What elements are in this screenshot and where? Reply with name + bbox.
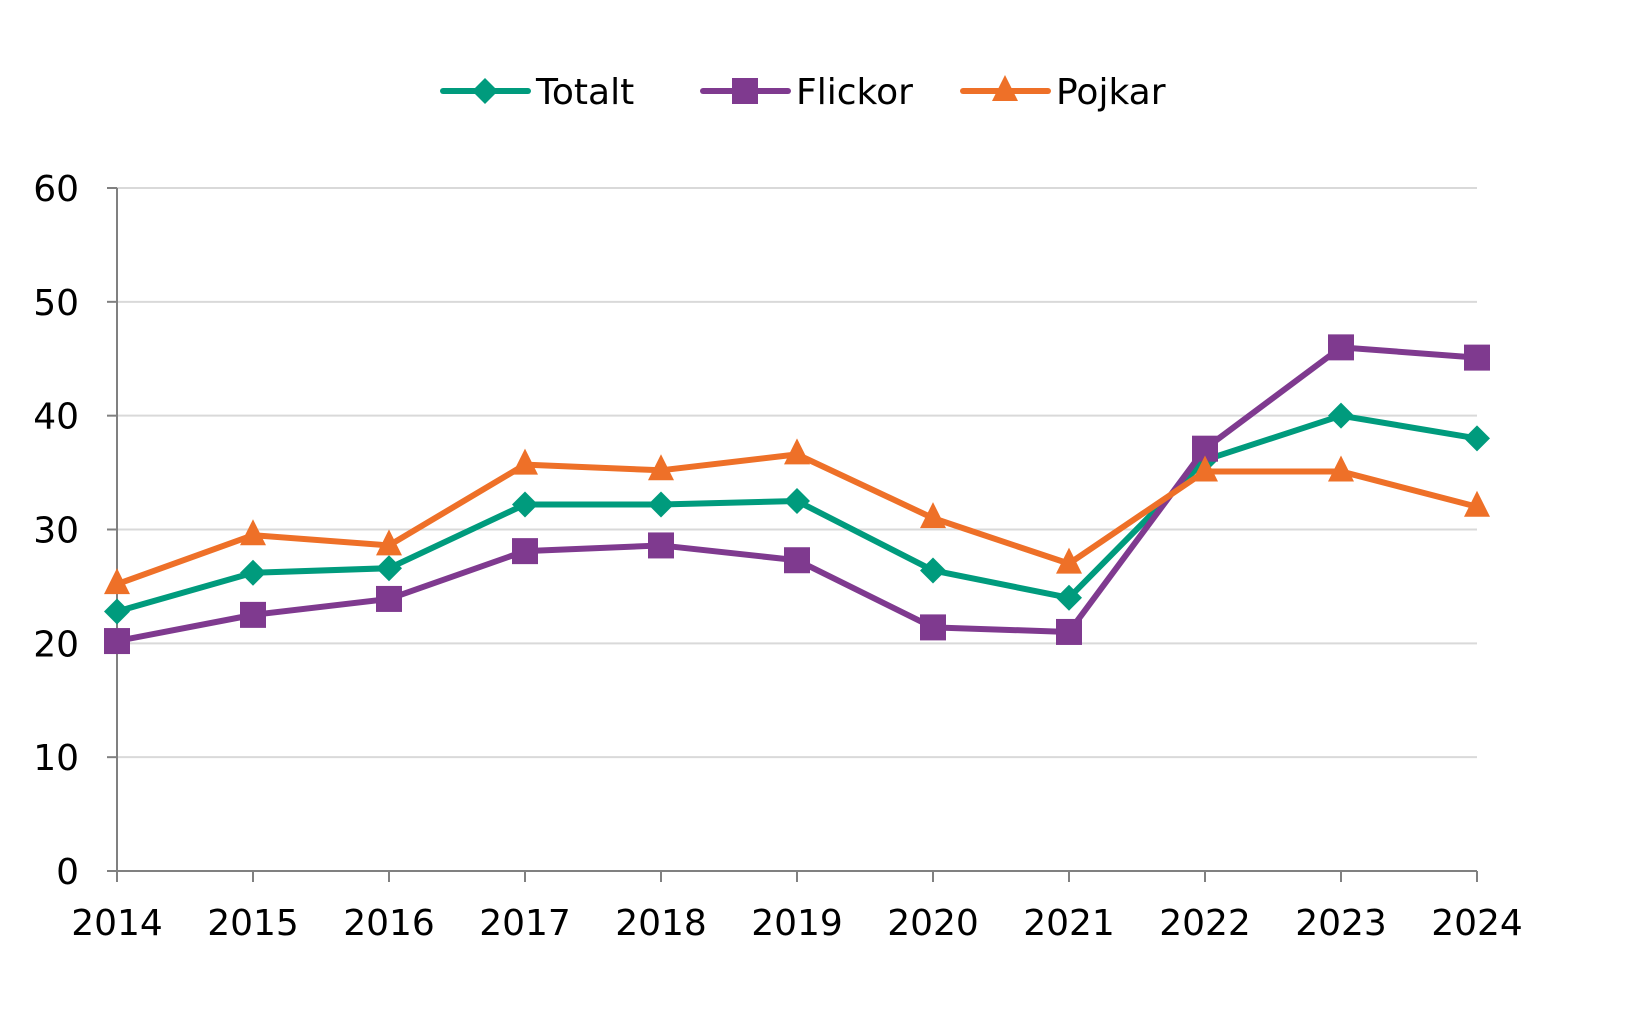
data-point — [104, 598, 130, 625]
y-tick-label: 30 — [33, 511, 79, 552]
y-tick-label: 0 — [56, 852, 79, 893]
data-point — [376, 555, 402, 582]
x-tick-label: 2024 — [1431, 903, 1523, 944]
legend-item-flickor: Flickor — [700, 72, 913, 113]
data-point — [784, 438, 810, 465]
y-tick-label: 20 — [33, 624, 79, 665]
data-point — [1328, 455, 1354, 482]
legend-marker — [732, 78, 758, 104]
x-tick-label: 2017 — [479, 903, 571, 944]
legend: Totalt Flickor Pojkar — [440, 72, 1166, 113]
x-tick-label: 2016 — [343, 903, 435, 944]
data-point — [240, 601, 266, 628]
data-point — [784, 488, 810, 515]
x-tick-label: 2021 — [1023, 903, 1115, 944]
data-point — [240, 559, 266, 586]
series-flickor — [104, 334, 1490, 655]
gridlines — [117, 187, 1477, 759]
legend-item-totalt: Totalt — [440, 72, 634, 113]
data-point — [1328, 334, 1354, 361]
x-tick-label: 2020 — [887, 903, 979, 944]
data-point — [920, 557, 946, 584]
legend-label: Pojkar — [1056, 72, 1166, 113]
x-tick-label: 2014 — [71, 903, 163, 944]
data-point — [1464, 344, 1490, 371]
data-point — [920, 614, 946, 641]
data-point — [376, 529, 402, 556]
data-point — [648, 454, 674, 481]
legend-label: Flickor — [796, 72, 913, 113]
data-point — [920, 502, 946, 529]
data-point — [104, 568, 130, 595]
legend-label: Totalt — [535, 72, 634, 113]
data-point — [1056, 584, 1082, 611]
series-group — [104, 334, 1490, 655]
data-point — [784, 547, 810, 574]
legend-marker — [992, 75, 1018, 101]
x-tick-label: 2018 — [615, 903, 707, 944]
legend-item-pojkar: Pojkar — [960, 72, 1166, 113]
data-point — [1328, 402, 1354, 429]
x-tick-label: 2022 — [1159, 903, 1251, 944]
data-point — [1464, 425, 1490, 452]
y-tick-label: 50 — [33, 283, 79, 324]
data-point — [512, 538, 538, 565]
y-tick-label: 40 — [33, 397, 79, 438]
axes — [107, 187, 1478, 882]
y-tick-labels: 0 10 20 30 40 50 60 — [33, 169, 79, 893]
data-point — [1464, 490, 1490, 517]
x-tick-label: 2023 — [1295, 903, 1387, 944]
data-point — [1056, 547, 1082, 574]
y-tick-label: 60 — [33, 169, 79, 210]
data-point — [512, 448, 538, 475]
data-point — [240, 519, 266, 546]
data-point — [104, 628, 130, 655]
x-tick-label: 2019 — [751, 903, 843, 944]
data-point — [376, 585, 402, 612]
data-point — [512, 491, 538, 518]
x-tick-label: 2015 — [207, 903, 299, 944]
data-point — [648, 491, 674, 518]
data-point — [1192, 455, 1218, 482]
data-point — [1056, 618, 1082, 645]
legend-marker — [472, 78, 498, 104]
series-totalt — [104, 402, 1490, 625]
x-tick-labels: 2014 2015 2016 2017 2018 2019 2020 2021 2022 2023… — [71, 903, 1523, 944]
data-point — [648, 532, 674, 559]
y-tick-label: 10 — [33, 738, 79, 779]
series-pojkar — [104, 438, 1490, 595]
